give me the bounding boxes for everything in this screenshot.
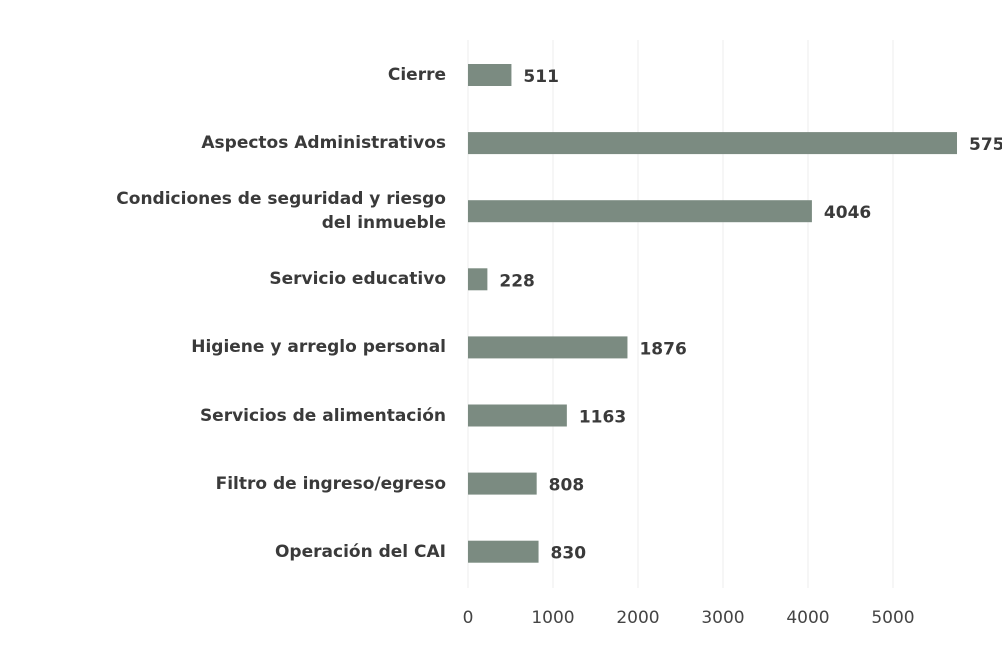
bar xyxy=(468,336,628,359)
category-label: Filtro de ingreso/egreso xyxy=(215,473,446,494)
bar xyxy=(468,132,958,155)
x-tick-label: 1000 xyxy=(531,608,574,628)
bar xyxy=(468,540,539,563)
bar xyxy=(468,472,537,495)
data-label: 1876 xyxy=(639,339,686,359)
category-label: Servicios de alimentación xyxy=(199,405,446,426)
data-label: 228 xyxy=(499,271,535,291)
category-label: Aspectos Administrativos xyxy=(201,133,446,154)
category-label: Condiciones de seguridad y riesgo del in… xyxy=(116,189,446,234)
x-tick-label: 2000 xyxy=(616,608,659,628)
x-tick-label: 5000 xyxy=(871,608,914,628)
x-tick-label: 0 xyxy=(463,608,474,628)
data-label: 830 xyxy=(551,544,587,564)
category-label: Higiene y arreglo personal xyxy=(191,337,446,358)
category-label: Cierre xyxy=(387,65,446,85)
bar xyxy=(468,200,812,223)
data-label: 5753 xyxy=(969,135,1002,155)
x-tick-label: 4000 xyxy=(786,608,829,628)
data-label: 511 xyxy=(523,67,559,87)
category-label: Operación del CAI xyxy=(274,541,446,562)
data-label: 4046 xyxy=(824,203,871,223)
x-tick-label: 3000 xyxy=(701,608,744,628)
bar xyxy=(468,64,512,86)
data-label: 808 xyxy=(549,476,585,496)
bar xyxy=(468,404,567,427)
bar xyxy=(468,268,488,291)
category-label: Servicio educativo xyxy=(269,269,446,290)
data-label: 1163 xyxy=(579,408,626,428)
